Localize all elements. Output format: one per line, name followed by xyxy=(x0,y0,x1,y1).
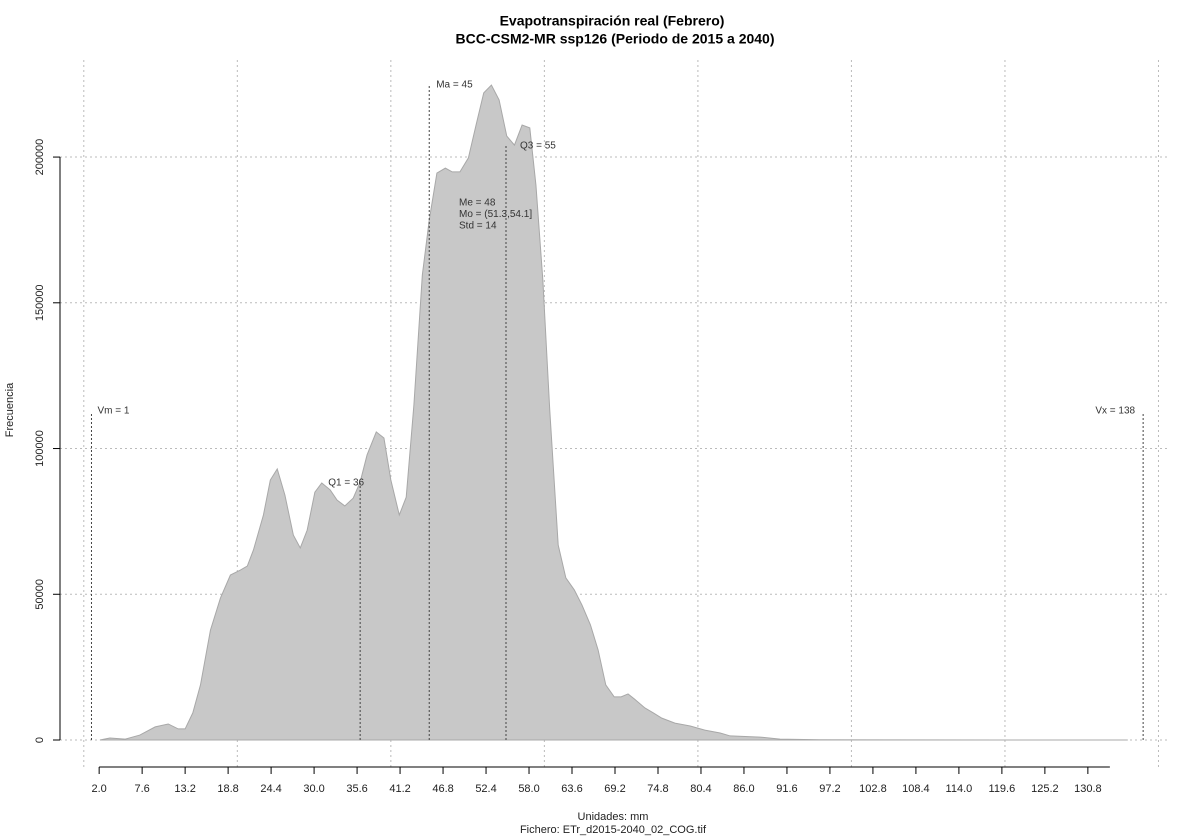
marker-label: Q1 = 36 xyxy=(328,478,364,489)
density-area xyxy=(99,84,1128,741)
x-tick-label: 41.2 xyxy=(389,783,410,795)
x-tick-label: 7.6 xyxy=(134,783,149,795)
y-tick-label: 100000 xyxy=(34,430,46,467)
x-axis-label: Unidades: mm xyxy=(578,811,649,823)
x-tick-label: 69.2 xyxy=(604,783,625,795)
x-tick-label: 63.6 xyxy=(561,783,582,795)
y-tick-label: 50000 xyxy=(34,579,46,610)
marker-label: Vx = 138 xyxy=(1095,406,1135,417)
x-tick-label: 74.8 xyxy=(647,783,668,795)
stat-label: Mo = (51.3,54.1] xyxy=(459,209,532,220)
x-tick-label: 52.4 xyxy=(475,783,496,795)
y-tick-label: 150000 xyxy=(34,284,46,321)
x-tick-label: 108.4 xyxy=(902,783,930,795)
x-tick-label: 2.0 xyxy=(92,783,107,795)
x-tick-label: 13.2 xyxy=(174,783,195,795)
stat-label: Me = 48 xyxy=(459,198,496,209)
marker-label: Vm = 1 xyxy=(97,406,129,417)
x-tick-label: 58.0 xyxy=(518,783,539,795)
marker-label: Ma = 45 xyxy=(436,80,473,91)
chart-title: Evapotranspiración real (Febrero) xyxy=(500,13,725,29)
x-tick-label: 97.2 xyxy=(819,783,840,795)
x-tick-label: 80.4 xyxy=(690,783,711,795)
y-axis-label: Frecuencia xyxy=(4,382,16,437)
x-tick-label: 130.8 xyxy=(1074,783,1102,795)
y-tick-label: 200000 xyxy=(34,139,46,176)
x-tick-label: 86.0 xyxy=(733,783,754,795)
chart-subtitle: BCC-CSM2-MR ssp126 (Periodo de 2015 a 20… xyxy=(456,31,775,47)
y-tick-label: 0 xyxy=(34,737,46,743)
x-tick-label: 91.6 xyxy=(776,783,797,795)
x-tick-label: 119.6 xyxy=(989,783,1016,795)
x-tick-label: 24.4 xyxy=(260,783,281,795)
marker-label: Q3 = 55 xyxy=(520,141,556,152)
x-tick-label: 114.0 xyxy=(946,783,973,795)
x-tick-label: 35.6 xyxy=(346,783,367,795)
x-tick-label: 18.8 xyxy=(217,783,238,795)
stat-label: Std = 14 xyxy=(459,221,497,232)
x-tick-label: 125.2 xyxy=(1031,783,1059,795)
x-tick-label: 102.8 xyxy=(859,783,887,795)
x-tick-label: 30.0 xyxy=(303,783,324,795)
x-tick-label: 46.8 xyxy=(432,783,453,795)
caption: Fichero: ETr_d2015-2040_02_COG.tif xyxy=(520,824,707,836)
